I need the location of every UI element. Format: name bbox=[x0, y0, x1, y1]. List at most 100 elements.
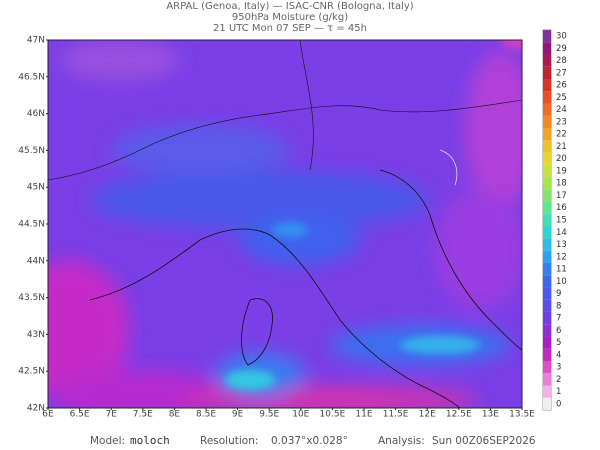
colorbar-swatch bbox=[543, 360, 551, 374]
lat-label: 44.5N bbox=[18, 220, 45, 230]
lon-label: 7E bbox=[105, 410, 117, 420]
lon-label: 9.5E bbox=[259, 410, 279, 420]
colorbar-swatch bbox=[543, 373, 551, 386]
colorbar-swatch bbox=[543, 238, 551, 251]
lon-label: 6.5E bbox=[70, 410, 90, 420]
colorbar-swatch bbox=[543, 213, 551, 227]
colorbar-label: 23 bbox=[556, 117, 567, 127]
colorbar-label: 29 bbox=[556, 44, 567, 54]
colorbar-swatch bbox=[543, 30, 551, 43]
colorbar-label: 25 bbox=[556, 93, 567, 103]
colorbar-swatch bbox=[543, 103, 551, 116]
colorbar-label: 21 bbox=[556, 142, 567, 152]
lon-label: 6E bbox=[42, 410, 54, 420]
colorbar-label: 20 bbox=[556, 154, 567, 164]
lat-label: 42N bbox=[27, 404, 45, 414]
colorbar-label: 27 bbox=[556, 68, 567, 78]
colorbar-swatch bbox=[543, 79, 551, 92]
colorbar-label: 8 bbox=[556, 301, 561, 311]
colorbar-swatch bbox=[543, 324, 551, 337]
lat-label: 43N bbox=[27, 330, 45, 340]
colorbar-label: 24 bbox=[556, 105, 567, 115]
colorbar-swatch bbox=[543, 250, 551, 263]
colorbar-swatch bbox=[543, 54, 551, 67]
colorbar-label: 11 bbox=[556, 265, 567, 275]
moisture-field bbox=[48, 40, 522, 408]
colorbar-swatch bbox=[543, 397, 551, 410]
colorbar-label: 22 bbox=[556, 130, 567, 140]
colorbar-label: 12 bbox=[556, 252, 567, 262]
lon-label: 11.5E bbox=[383, 410, 409, 420]
colorbar-label: 30 bbox=[556, 32, 567, 42]
colorbar-label: 15 bbox=[556, 216, 567, 226]
colorbar-swatch bbox=[543, 177, 551, 190]
lat-label: 46N bbox=[27, 109, 45, 119]
header-line-2: 950hPa Moisture (g/kg) bbox=[232, 12, 348, 23]
lat-label: 45.5N bbox=[18, 146, 45, 156]
lat-label: 44N bbox=[27, 256, 45, 266]
colorbar-swatch bbox=[543, 189, 551, 202]
colorbar-label: 17 bbox=[556, 191, 567, 201]
colorbar-swatch bbox=[543, 385, 551, 398]
colorbar-swatch bbox=[543, 287, 551, 300]
colorbar-label: 2 bbox=[556, 375, 561, 385]
colorbar-label: 19 bbox=[556, 166, 567, 176]
colorbar-label: 28 bbox=[556, 56, 567, 66]
colorbar-label: 1 bbox=[556, 387, 561, 397]
lon-label: 10.5E bbox=[320, 410, 346, 420]
colorbar-label: 0 bbox=[556, 399, 561, 409]
colorbar-label: 13 bbox=[556, 240, 567, 250]
colorbar-label: 14 bbox=[556, 228, 567, 238]
lon-label: 13E bbox=[482, 410, 499, 420]
lat-label: 46.5N bbox=[18, 72, 45, 82]
header-line-3: 21 UTC Mon 07 SEP — τ = 45h bbox=[213, 23, 367, 34]
colorbar-swatch bbox=[543, 311, 551, 325]
colorbar-swatch bbox=[543, 262, 551, 276]
colorbar-swatch bbox=[543, 226, 551, 239]
lon-label: 8E bbox=[169, 410, 181, 420]
coastlines bbox=[48, 40, 522, 408]
lat-label: 42.5N bbox=[18, 367, 45, 377]
colorbar-swatch bbox=[543, 42, 551, 55]
colorbar-label: 7 bbox=[556, 314, 561, 324]
colorbar-swatch bbox=[543, 336, 551, 349]
model-label: Model: bbox=[90, 435, 125, 447]
colorbar-label: 3 bbox=[556, 363, 561, 373]
model-value: moloch bbox=[130, 434, 170, 447]
resolution-value: 0.037°x0.028° bbox=[271, 435, 348, 447]
colorbar-swatch bbox=[543, 152, 551, 165]
colorbar-label: 4 bbox=[556, 350, 561, 360]
colorbar-swatch bbox=[543, 115, 551, 129]
lat-label: 47N bbox=[27, 36, 45, 46]
colorbar-label: 10 bbox=[556, 277, 567, 287]
colorbar-swatch bbox=[543, 348, 551, 361]
colorbar-label: 5 bbox=[556, 338, 561, 348]
colorbar-swatch bbox=[543, 128, 551, 141]
lat-label: 45N bbox=[27, 183, 45, 193]
lon-label: 9E bbox=[232, 410, 244, 420]
colorbar-swatch bbox=[543, 91, 551, 104]
colorbar-swatch bbox=[543, 201, 551, 214]
colorbar-label: 9 bbox=[556, 289, 561, 299]
lon-label: 7.5E bbox=[133, 410, 153, 420]
lat-label: 43.5N bbox=[18, 293, 45, 303]
colorbar-swatch bbox=[543, 66, 551, 80]
analysis-label: Analysis: bbox=[378, 435, 425, 447]
colorbar-label: 18 bbox=[556, 179, 567, 189]
colorbar-label: 16 bbox=[556, 203, 567, 213]
header-line-1: ARPAL (Genoa, Italy) — ISAC-CNR (Bologna… bbox=[166, 1, 413, 12]
lon-label: 11E bbox=[355, 410, 372, 420]
lon-label: 12E bbox=[419, 410, 436, 420]
lon-label: 8.5E bbox=[196, 410, 216, 420]
lon-label: 13.5E bbox=[509, 410, 535, 420]
colorbar-swatch bbox=[543, 164, 551, 178]
colorbar-swatch bbox=[543, 140, 551, 153]
colorbar-swatch bbox=[543, 275, 551, 288]
analysis-value: Sun 00Z06SEP2026 bbox=[432, 435, 536, 447]
lon-label: 12.5E bbox=[446, 410, 472, 420]
resolution-label: Resolution: bbox=[200, 435, 258, 447]
lon-label: 10E bbox=[292, 410, 309, 420]
colorbar-label: 6 bbox=[556, 326, 561, 336]
